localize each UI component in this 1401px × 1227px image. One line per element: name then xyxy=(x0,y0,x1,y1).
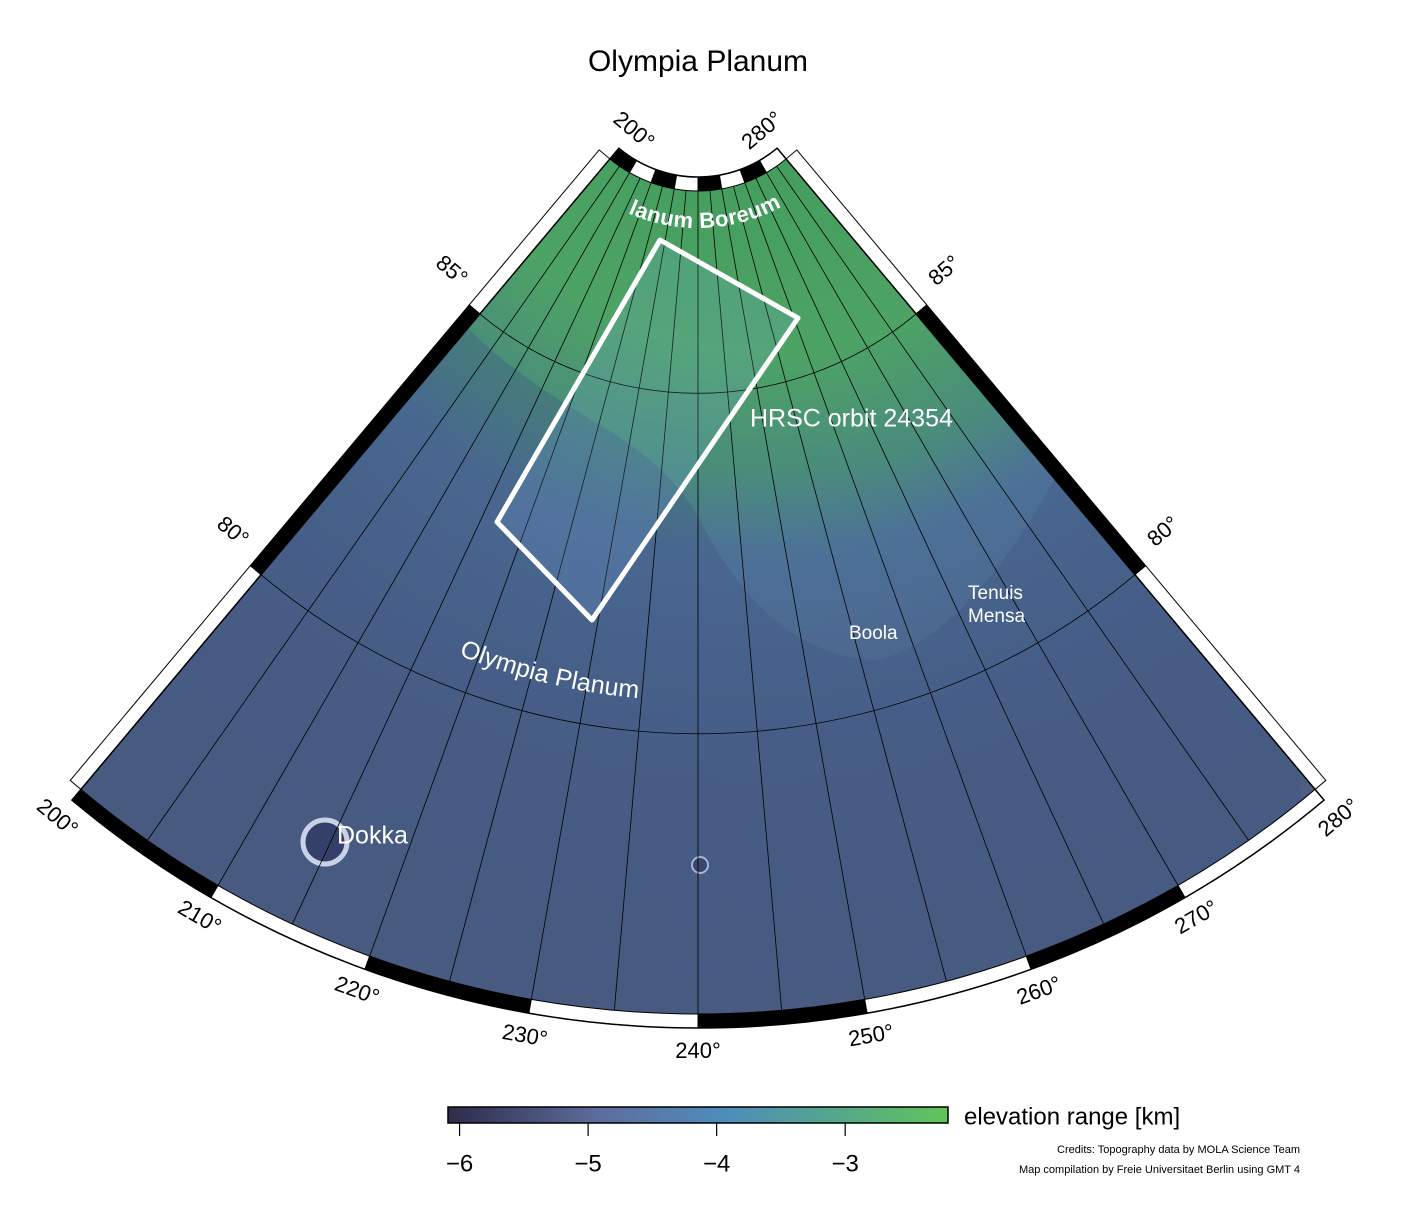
lon-tick-label: 240° xyxy=(675,1038,721,1063)
meridian xyxy=(369,182,652,957)
colorbar-tick-label: −6 xyxy=(446,1150,473,1177)
place-label: Dokka xyxy=(337,822,408,850)
lon-tick-label: 200° xyxy=(609,106,660,154)
lat-tick-label: 80° xyxy=(1142,511,1184,552)
meridian xyxy=(530,188,675,1000)
meridian xyxy=(147,165,620,841)
colorbar-ramp xyxy=(447,1106,949,1124)
lon-tick-label: 280° xyxy=(736,106,787,154)
colorbar-tick-label: −4 xyxy=(703,1150,730,1177)
meridian xyxy=(755,177,1105,925)
scarp xyxy=(80,330,1300,1015)
credits: Credits: Topography data by MOLA Science… xyxy=(1057,1144,1300,1156)
lat-tick-label: 85° xyxy=(431,250,473,291)
lon-tick-label: 230° xyxy=(500,1019,549,1052)
map-title: Olympia Planum xyxy=(588,45,808,78)
meridian xyxy=(721,188,866,1000)
place-label: Mensa xyxy=(968,606,1025,627)
meridian xyxy=(217,172,630,886)
hrsc-footprint xyxy=(494,237,801,623)
parallel xyxy=(260,574,1136,735)
meridian xyxy=(613,190,687,1011)
credits: Map compilation by Freie Universitaet Be… xyxy=(1019,1164,1300,1176)
meridian xyxy=(733,186,947,982)
parallel xyxy=(479,313,917,394)
terrain-features xyxy=(80,165,1300,1015)
lon-tick-label: 260° xyxy=(1013,971,1064,1010)
colorbar: elevation range [km] −6 −5 −4 −3 xyxy=(446,1103,1180,1177)
frame-outline xyxy=(70,147,1326,1029)
place-label: HRSC orbit 24354 xyxy=(750,405,953,433)
colorbar-label: elevation range [km] xyxy=(964,1103,1180,1130)
colorbar-tick-label: −5 xyxy=(574,1150,601,1177)
meridian xyxy=(291,177,641,925)
place-label: Tenuis xyxy=(968,583,1023,604)
meridian xyxy=(766,172,1179,886)
place-label: Boola xyxy=(849,623,898,644)
lat-tick-label: 85° xyxy=(923,250,965,291)
colorbar-tick-label: −3 xyxy=(831,1150,858,1177)
lat-tick-label: 80° xyxy=(212,511,254,552)
map: 85°80°85°80°200°210°220°230° 240° 250°260°… xyxy=(32,106,1364,1063)
lon-tick-label: 250° xyxy=(846,1019,895,1052)
meridian xyxy=(709,190,783,1011)
meridian xyxy=(776,165,1249,841)
lon-tick-label: 220° xyxy=(332,971,383,1010)
crater xyxy=(691,856,709,874)
